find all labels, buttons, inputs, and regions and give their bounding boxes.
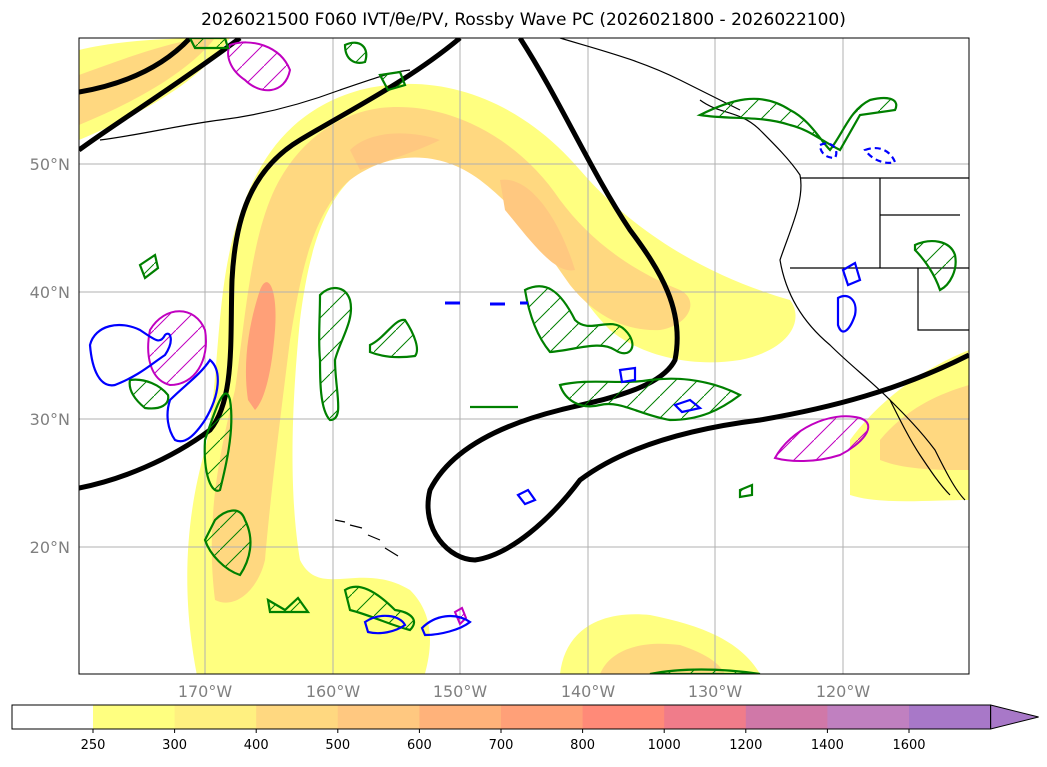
- colorbar-segment: [256, 705, 339, 729]
- ivt-southeast-inner: [880, 385, 969, 470]
- blue-ne-2: [841, 261, 862, 287]
- blue-central-2: [672, 398, 703, 414]
- alaska-coast: [559, 38, 741, 111]
- lat-label: 50°N: [30, 155, 70, 174]
- map-title: 2026021500 F060 IVT/θe/PV, Rossby Wave P…: [201, 10, 846, 30]
- magenta-blob-top: [227, 41, 292, 92]
- blue-ne-1: [836, 294, 857, 333]
- colorbar-segment: [827, 705, 910, 729]
- green-contours: [128, 38, 957, 674]
- colorbar-segment: [12, 705, 94, 729]
- wave-top-left: [79, 38, 192, 95]
- lat-label: 40°N: [30, 283, 70, 302]
- colorbar-tick-label: 300: [162, 738, 187, 753]
- green-plume-west: [203, 392, 233, 492]
- colorbar-tick-label: 1400: [811, 738, 844, 753]
- colorbar-tick-label: 1200: [729, 738, 762, 753]
- lat-label: 20°N: [30, 538, 70, 557]
- blue-left-2: [166, 358, 219, 443]
- blue-hawaii-1: [363, 614, 407, 635]
- green-left-blob: [128, 378, 170, 410]
- lon-label: 150°W: [433, 682, 488, 701]
- blue-central: [618, 366, 637, 384]
- colorbar-segment: [664, 705, 747, 729]
- aleutian-chain: [99, 69, 411, 141]
- north-america-coast: [699, 99, 966, 501]
- green-east-small: [738, 483, 754, 499]
- state-lines: [790, 178, 969, 331]
- lon-label: 170°W: [178, 682, 233, 701]
- green-mid: [368, 318, 419, 359]
- ivt-core-1: [245, 282, 276, 410]
- colorbar-segment: [174, 705, 257, 729]
- colorbar-segment: [745, 705, 828, 729]
- blue-left-large: [88, 323, 172, 387]
- blue-west-small: [516, 488, 537, 506]
- rossby-wave-contour: [79, 38, 969, 563]
- ivt-core-2: [350, 133, 440, 170]
- blue-dashes: [445, 301, 528, 306]
- blue-ne-3: [818, 142, 838, 160]
- colorbar-segment: [419, 705, 502, 729]
- green-leftsmall: [138, 253, 160, 280]
- green-central: [523, 285, 634, 355]
- latitude-labels: 50°N 40°N 30°N 20°N: [30, 155, 70, 557]
- colorbar-segment: [501, 705, 584, 729]
- colorbar-segment: [909, 705, 992, 729]
- map-frame: [78, 37, 970, 675]
- ivt-core-3: [500, 179, 575, 271]
- colorbar-segment: [582, 705, 665, 729]
- colorbar-segment: [337, 705, 420, 729]
- magenta-blob-left: [147, 310, 207, 387]
- colorbar: 250 300 400 500 600 700 800 1000 1200 1400 1600: [11, 704, 1039, 753]
- lon-label: 160°W: [306, 682, 361, 701]
- colorbar-tick-label: 1600: [892, 738, 925, 753]
- coastlines: [99, 38, 969, 557]
- map-area: [79, 38, 969, 674]
- ivt-topleft-inner: [79, 38, 215, 125]
- blue-hawaii-2: [420, 614, 472, 637]
- green-bottom: [649, 668, 761, 674]
- wave-main: [79, 38, 462, 491]
- green-topcenter: [343, 41, 368, 64]
- colorbar-extend-arrow: [990, 704, 1039, 730]
- wave-top-left-2: [79, 38, 242, 153]
- lat-label: 30°N: [30, 410, 70, 429]
- green-ne-2: [913, 240, 957, 292]
- green-topleft: [188, 38, 230, 50]
- lon-label: 140°W: [561, 682, 616, 701]
- green-plume-west-2: [203, 509, 252, 577]
- magenta-small: [453, 606, 468, 626]
- ivt-plume-central: [187, 84, 796, 674]
- blue-contours: [88, 142, 897, 637]
- colorbar-tick-label: 800: [570, 738, 595, 753]
- colorbar-tick-label: 1000: [648, 738, 681, 753]
- colorbar-tick-label: 400: [244, 738, 269, 753]
- ivt-south-blob-inner: [600, 643, 725, 674]
- baja-coast: [889, 399, 951, 496]
- ivt-plume-inner: [211, 106, 691, 603]
- longitude-labels: 170°W 160°W 150°W 140°W 130°W 120°W: [178, 682, 871, 701]
- green-topcenter-2: [378, 70, 407, 92]
- green-sw: [318, 287, 353, 422]
- green-ne: [696, 96, 898, 152]
- blue-ne-4: [863, 146, 897, 164]
- wave-trough: [425, 38, 969, 563]
- magenta-blob-east: [773, 415, 870, 463]
- ivt-shading: [79, 38, 969, 674]
- colorbar-tick-label: 600: [407, 738, 432, 753]
- colorbar-tick-label: 500: [325, 738, 350, 753]
- colorbar-tick-label: 700: [489, 738, 514, 753]
- hawaii-islands: [334, 519, 399, 557]
- colorbar-tick-label: 250: [81, 738, 106, 753]
- colorbar-segment: [93, 705, 176, 729]
- magenta-contours: [147, 41, 870, 626]
- green-hawaii-w: [266, 596, 311, 614]
- lon-label: 130°W: [688, 682, 743, 701]
- lon-label: 120°W: [816, 682, 871, 701]
